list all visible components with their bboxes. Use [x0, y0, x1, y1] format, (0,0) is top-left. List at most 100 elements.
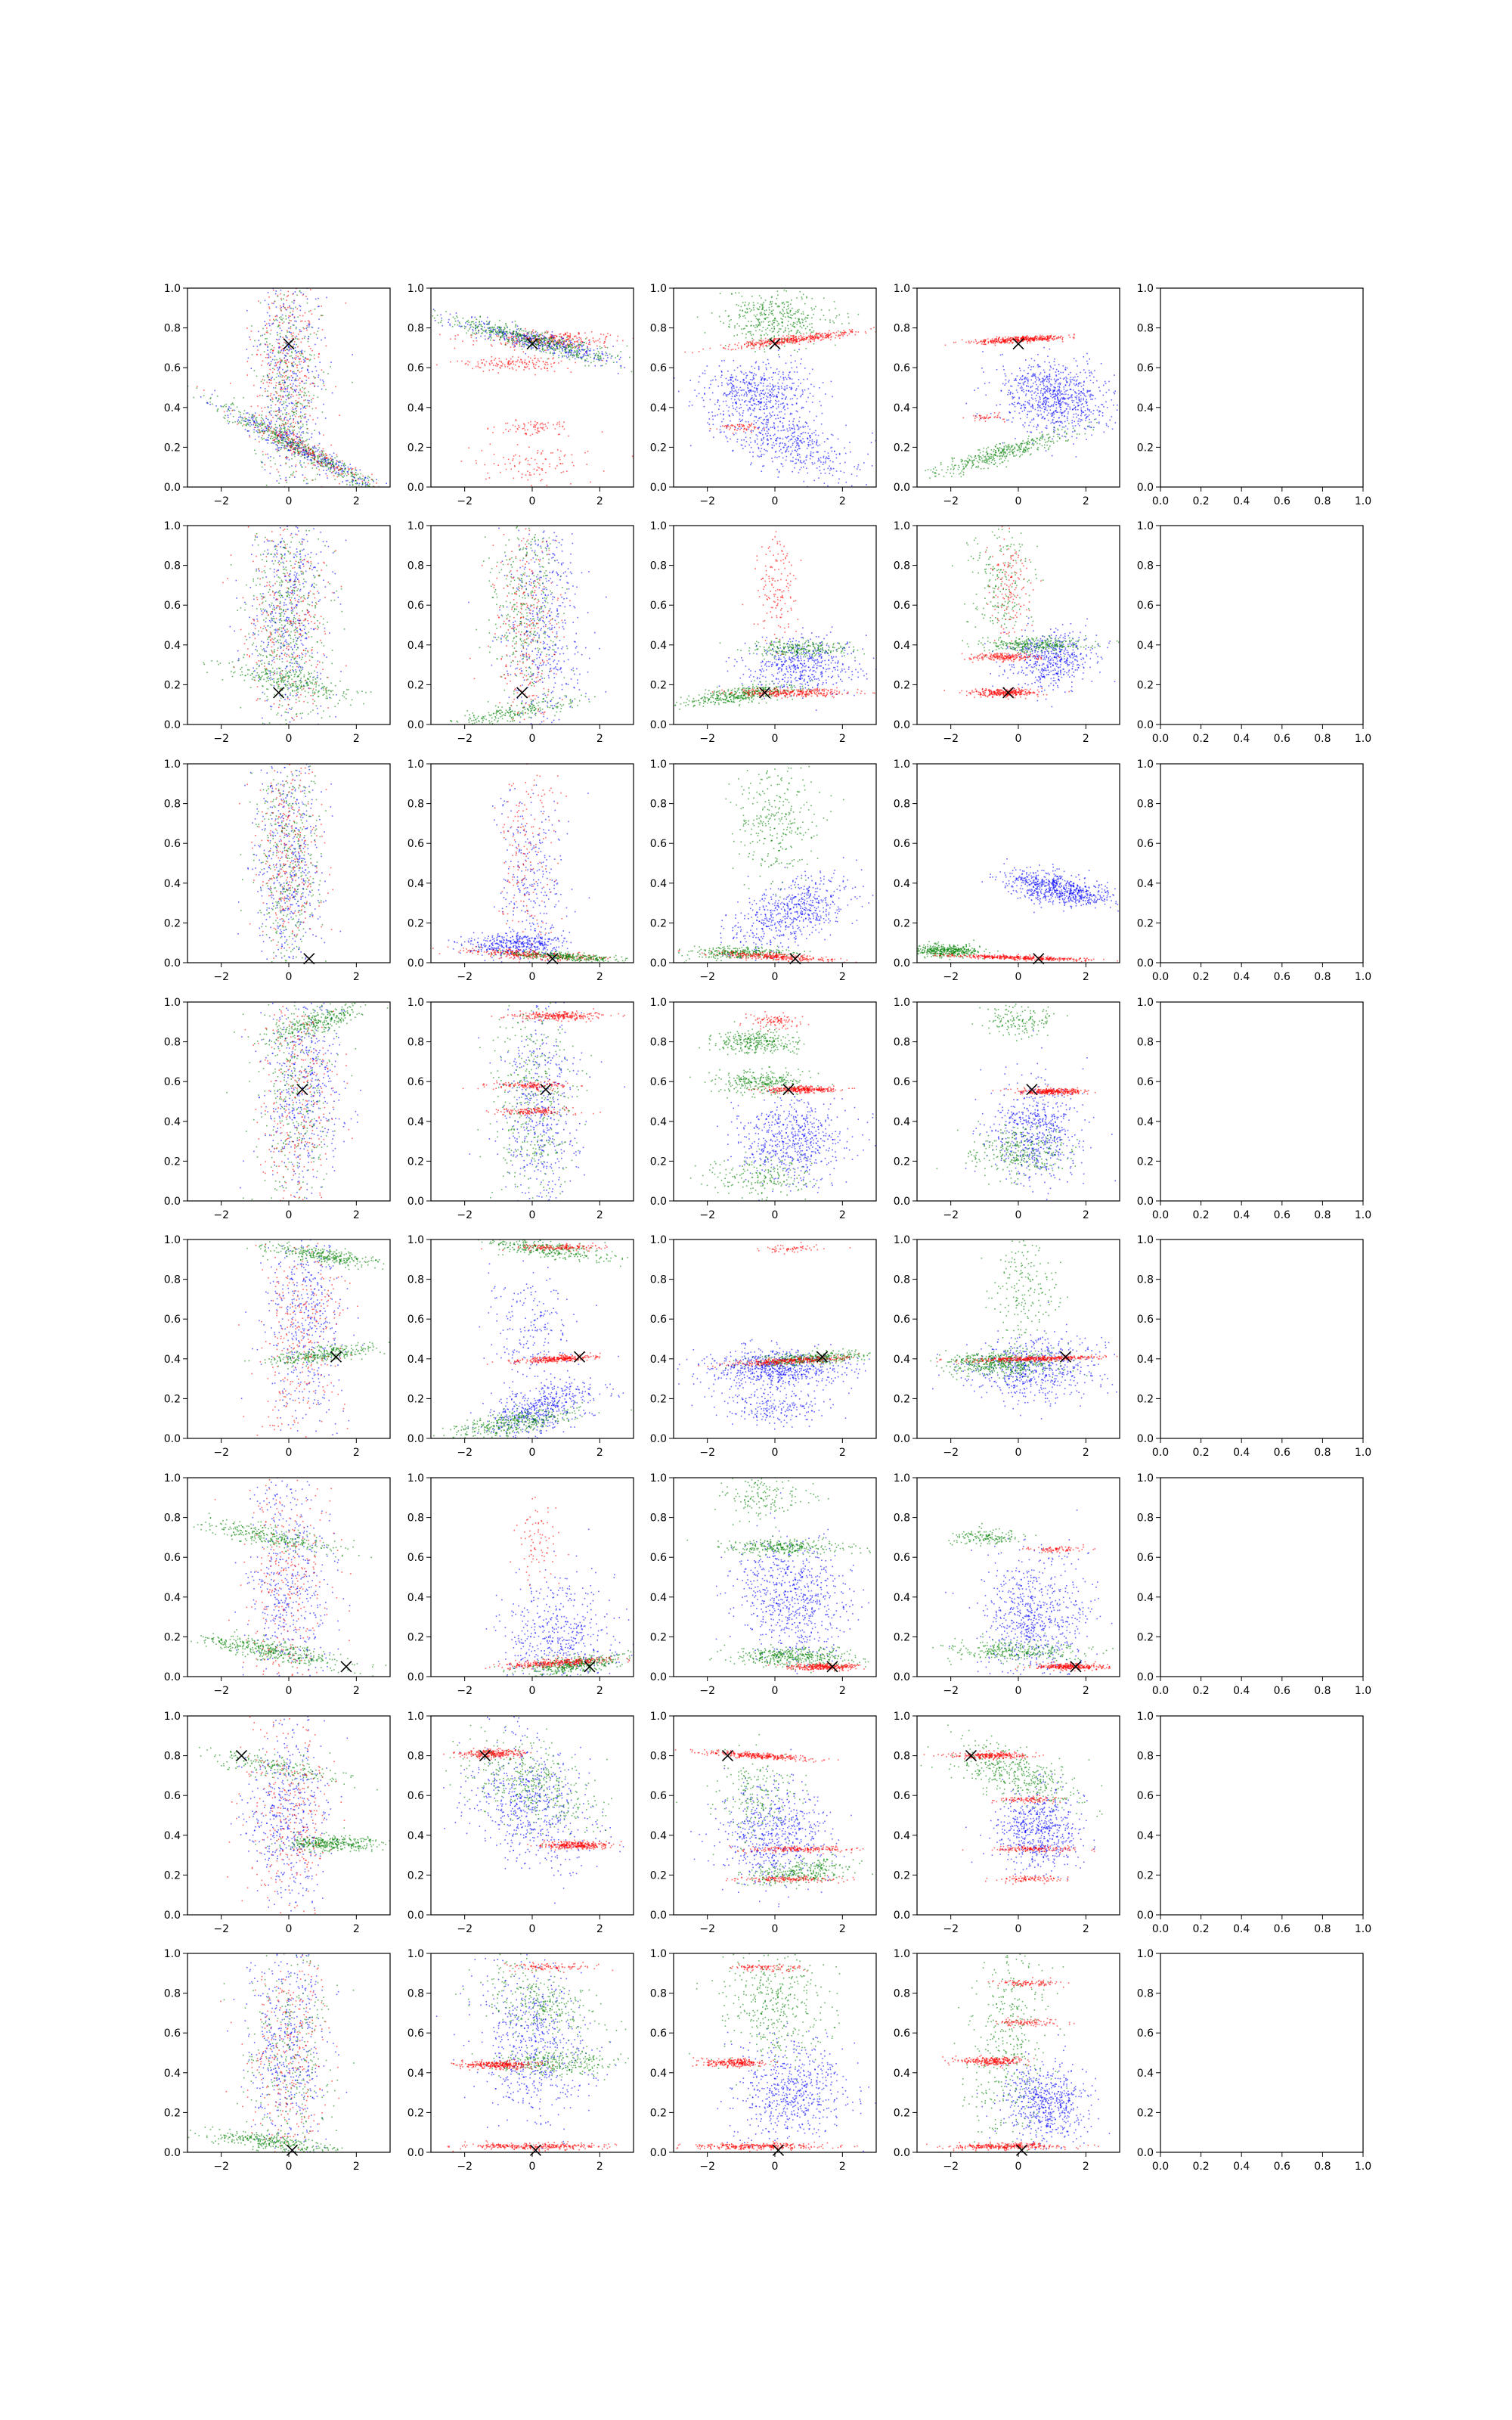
point: [587, 346, 588, 348]
point: [509, 337, 511, 338]
point: [541, 468, 542, 470]
point: [531, 339, 533, 341]
point: [528, 346, 529, 347]
point: [557, 343, 559, 346]
point: [296, 389, 298, 390]
point: [779, 437, 780, 439]
point: [295, 415, 296, 417]
point: [796, 321, 798, 323]
point: [794, 326, 796, 328]
point: [767, 443, 769, 445]
point: [753, 309, 755, 311]
point: [278, 381, 280, 383]
point: [752, 378, 754, 380]
point: [733, 408, 734, 409]
point: [547, 331, 549, 333]
point: [500, 330, 502, 332]
point: [505, 330, 507, 333]
point: [791, 461, 793, 462]
point: [783, 379, 785, 381]
point: [571, 346, 573, 348]
point: [442, 324, 443, 327]
point: [829, 465, 830, 467]
point: [544, 368, 546, 370]
point: [324, 453, 327, 455]
point: [302, 455, 304, 456]
point: [286, 352, 288, 354]
point: [450, 361, 451, 363]
point: [759, 322, 761, 324]
point: [287, 395, 289, 396]
point: [519, 463, 520, 464]
point: [723, 392, 725, 394]
point: [764, 378, 766, 380]
point: [545, 343, 547, 345]
point: [558, 355, 559, 356]
point: [279, 439, 281, 441]
point: [703, 405, 705, 408]
point: [272, 349, 274, 351]
point: [519, 341, 520, 343]
point: [256, 425, 259, 427]
point: [761, 297, 762, 299]
point: [526, 335, 528, 337]
point: [270, 405, 272, 406]
point: [570, 344, 572, 346]
point: [341, 470, 343, 472]
point: [778, 323, 780, 325]
point: [569, 346, 572, 348]
point: [286, 349, 287, 350]
point: [553, 337, 555, 339]
point: [800, 433, 802, 435]
point: [270, 456, 271, 458]
point: [312, 453, 314, 455]
point: [492, 432, 494, 433]
point: [515, 364, 516, 366]
point: [285, 448, 287, 449]
point: [289, 446, 291, 448]
point: [824, 319, 826, 321]
point: [459, 323, 460, 324]
point: [823, 441, 826, 442]
point: [386, 482, 387, 484]
point: [357, 479, 359, 481]
point: [773, 395, 776, 397]
point: [524, 425, 525, 427]
point: [293, 317, 296, 318]
point: [314, 464, 316, 466]
point: [719, 315, 720, 318]
point: [784, 408, 785, 411]
point: [265, 439, 267, 441]
point: [279, 324, 280, 327]
point: [259, 441, 260, 442]
point: [357, 473, 359, 475]
point: [553, 357, 554, 358]
point: [813, 386, 815, 388]
point: [303, 395, 305, 397]
point: [807, 425, 809, 427]
point: [436, 364, 438, 366]
point: [527, 333, 529, 335]
point: [756, 388, 758, 390]
point: [294, 455, 296, 458]
point: [307, 453, 309, 455]
point: [839, 462, 841, 464]
point: [227, 414, 229, 416]
point: [792, 427, 793, 430]
point: [497, 336, 499, 337]
point: [302, 448, 305, 450]
point: [492, 368, 494, 371]
point: [477, 365, 479, 368]
point: [533, 473, 535, 475]
point: [277, 352, 279, 353]
point: [289, 346, 291, 348]
point: [764, 318, 766, 320]
point: [514, 425, 516, 427]
point: [573, 465, 575, 467]
point: [495, 332, 497, 334]
point: [575, 361, 576, 364]
point: [535, 424, 538, 426]
point: [710, 380, 712, 382]
point: [299, 444, 301, 446]
point: [288, 449, 290, 451]
